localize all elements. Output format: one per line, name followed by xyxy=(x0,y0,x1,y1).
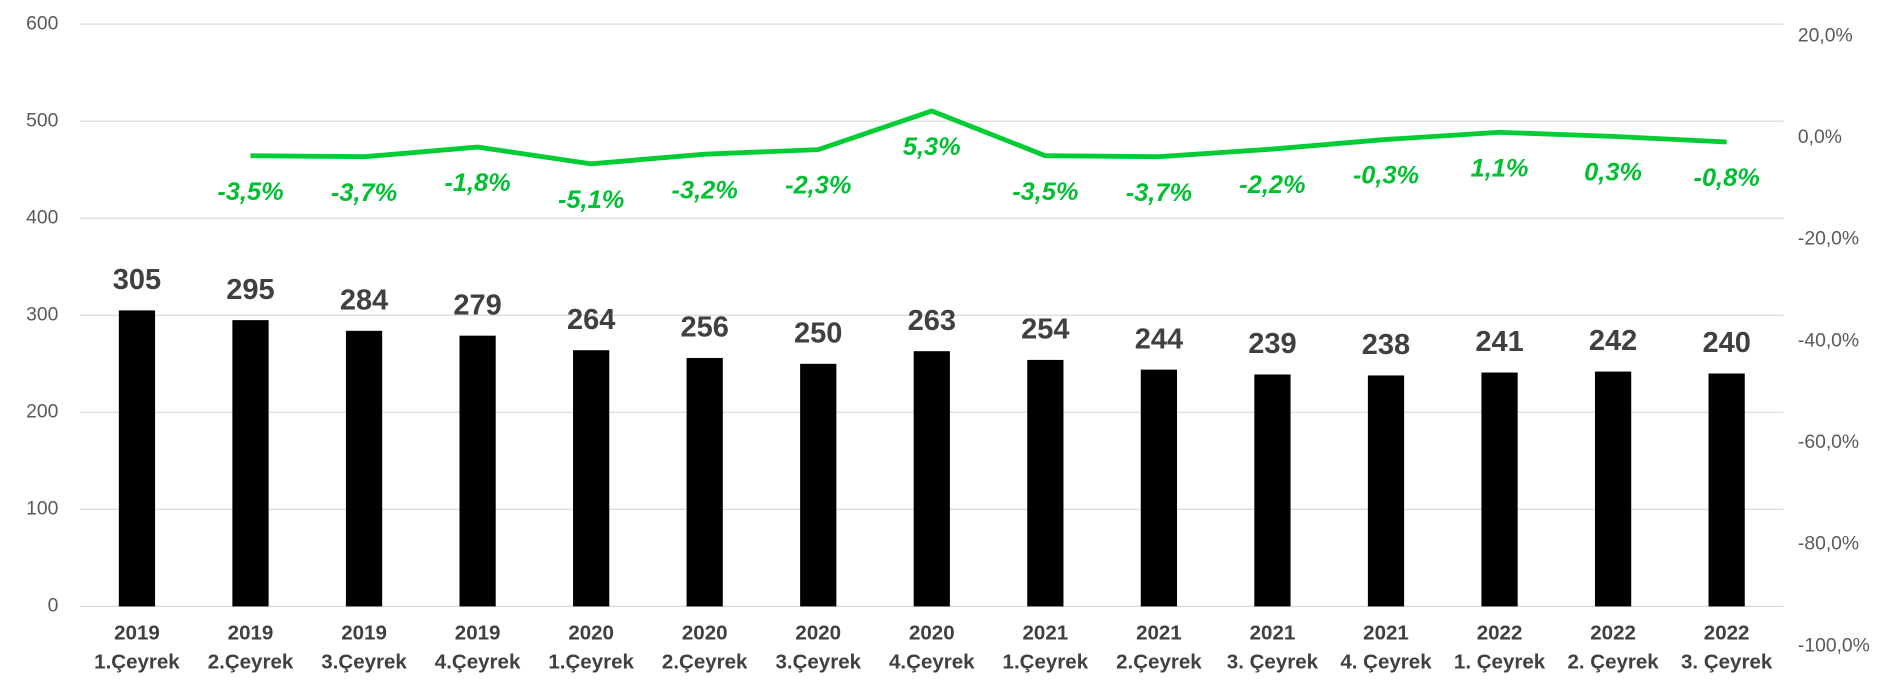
x-tick-label: 1.Çeyrek xyxy=(1003,651,1089,674)
x-tick-label: 2. Çeyrek xyxy=(1567,651,1659,674)
x-tick-label: 2021 xyxy=(1363,622,1409,645)
y2-tick-label: -80,0% xyxy=(1798,534,1859,555)
bar xyxy=(573,350,610,607)
x-tick-label: 3. Çeyrek xyxy=(1681,651,1773,674)
line-value-label: -0,3% xyxy=(1353,162,1419,190)
bar-value-label: 254 xyxy=(1021,314,1069,346)
x-tick-label: 2022 xyxy=(1477,622,1523,645)
line-value-label: -3,2% xyxy=(672,176,738,204)
line-value-label: -3,5% xyxy=(217,178,283,206)
line-value-label: -2,2% xyxy=(1239,171,1305,199)
bar-value-label: 256 xyxy=(681,312,729,344)
line-value-label: -3,7% xyxy=(1126,179,1192,207)
bar-value-label: 239 xyxy=(1248,328,1296,360)
bar xyxy=(459,335,496,607)
y-tick-label: 0 xyxy=(48,596,59,617)
x-tick-label: 2020 xyxy=(795,622,841,645)
x-tick-label: 2020 xyxy=(909,622,955,645)
x-tick-label: 2.Çeyrek xyxy=(1116,651,1202,674)
x-tick-label: 4.Çeyrek xyxy=(435,651,521,674)
bar xyxy=(345,330,383,607)
y2-tick-label: -100,0% xyxy=(1798,635,1870,656)
bar-value-label: 284 xyxy=(340,284,388,316)
x-tick-label: 2020 xyxy=(682,622,728,645)
bar-value-label: 263 xyxy=(908,305,956,337)
x-tick-label: 1.Çeyrek xyxy=(548,651,634,674)
x-tick-label: 2.Çeyrek xyxy=(208,651,294,674)
y2-tick-label: 20,0% xyxy=(1798,25,1853,46)
y-tick-label: 600 xyxy=(26,13,58,34)
x-tick-label: 1. Çeyrek xyxy=(1454,651,1546,674)
x-tick-label: 3.Çeyrek xyxy=(321,651,407,674)
y2-tick-label: -60,0% xyxy=(1798,432,1859,453)
bar-value-label: 244 xyxy=(1135,323,1183,355)
bar-value-label: 238 xyxy=(1362,329,1410,361)
x-tick-label: 4.Çeyrek xyxy=(889,651,975,674)
bar xyxy=(1367,375,1405,607)
line-value-label: -3,7% xyxy=(331,179,397,207)
line-value-label: -5,1% xyxy=(558,186,624,214)
bar-value-label: 240 xyxy=(1702,327,1750,359)
y-tick-label: 500 xyxy=(26,110,58,131)
x-tick-label: 2019 xyxy=(114,622,160,645)
line-value-label: -1,8% xyxy=(444,169,510,197)
bar xyxy=(800,363,837,607)
bar-value-label: 250 xyxy=(794,317,842,349)
x-tick-label: 3. Çeyrek xyxy=(1227,651,1319,674)
bar-value-label: 305 xyxy=(113,264,161,296)
bar xyxy=(1481,372,1518,607)
bar-value-label: 264 xyxy=(567,304,615,336)
x-tick-label: 2.Çeyrek xyxy=(662,651,748,674)
y2-tick-label: -40,0% xyxy=(1798,330,1859,351)
line-value-label: 0,3% xyxy=(1584,159,1642,187)
bar xyxy=(1594,371,1632,607)
bar-value-label: 279 xyxy=(453,289,501,321)
line-value-label: -2,3% xyxy=(785,172,851,200)
line-value-label: 1,1% xyxy=(1471,154,1529,182)
x-tick-label: 2021 xyxy=(1136,622,1182,645)
bar xyxy=(118,310,156,607)
x-tick-label: 2019 xyxy=(455,622,501,645)
x-tick-label: 2019 xyxy=(341,622,387,645)
bar xyxy=(686,357,723,607)
line-value-label: -3,5% xyxy=(1012,178,1078,206)
line xyxy=(250,108,1727,167)
y-tick-label: 200 xyxy=(26,401,58,422)
bar xyxy=(1027,359,1064,607)
bar xyxy=(1140,369,1178,607)
x-tick-label: 4. Çeyrek xyxy=(1340,651,1432,674)
bar xyxy=(913,351,950,607)
x-tick-label: 2022 xyxy=(1704,622,1750,645)
bar xyxy=(232,320,269,607)
y-tick-label: 400 xyxy=(26,207,58,228)
x-tick-label: 2020 xyxy=(568,622,614,645)
line-value-label: 5,3% xyxy=(903,133,961,161)
y2-tick-label: 0,0% xyxy=(1798,127,1842,148)
x-tick-label: 2019 xyxy=(228,622,274,645)
x-tick-label: 2022 xyxy=(1590,622,1636,645)
x-tick-label: 2021 xyxy=(1023,622,1069,645)
y2-tick-label: -20,0% xyxy=(1798,229,1859,250)
bar-value-label: 241 xyxy=(1475,326,1523,358)
x-tick-label: 3.Çeyrek xyxy=(775,651,861,674)
bar-value-label: 242 xyxy=(1589,325,1637,357)
x-tick-label: 2021 xyxy=(1250,622,1296,645)
bar xyxy=(1254,374,1291,607)
y-tick-label: 300 xyxy=(26,304,58,325)
line-value-label: -0,8% xyxy=(1694,164,1760,192)
y-tick-label: 100 xyxy=(26,498,58,519)
bar xyxy=(1708,373,1745,607)
bar-value-label: 295 xyxy=(226,274,274,306)
x-tick-label: 1.Çeyrek xyxy=(94,651,180,674)
